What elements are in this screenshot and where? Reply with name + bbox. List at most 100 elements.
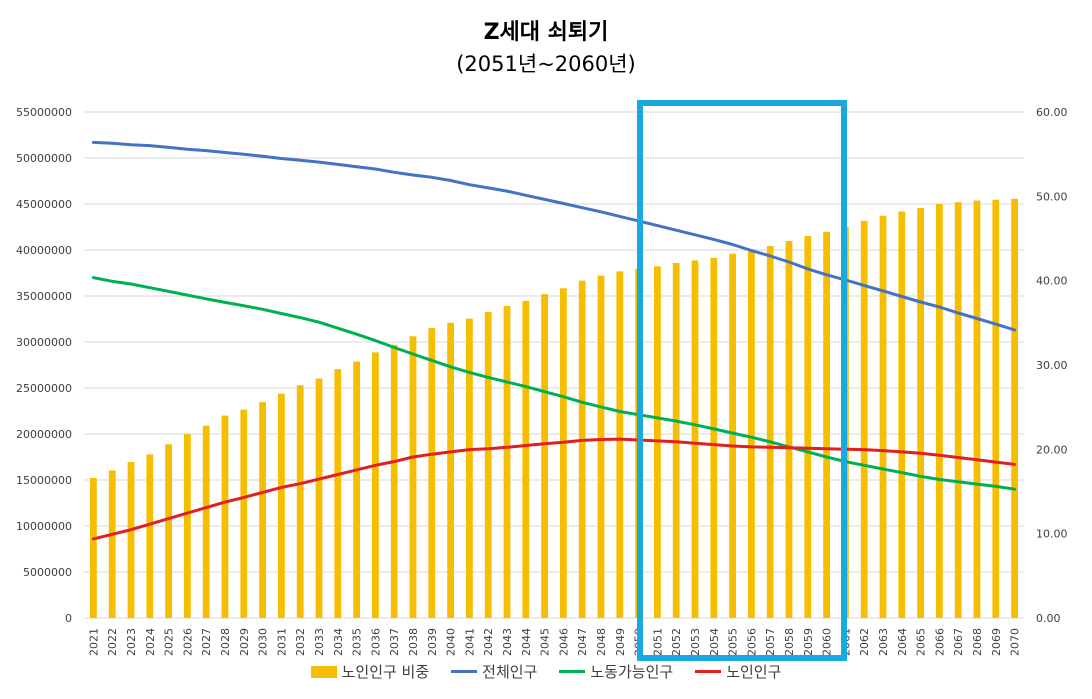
bar bbox=[334, 369, 342, 618]
x-axis-tick-label: 2032 bbox=[294, 628, 307, 656]
bar bbox=[936, 203, 943, 618]
right-axis-tick-label: 20.00 bbox=[1036, 443, 1068, 456]
left-axis-tick-label: 0 bbox=[65, 612, 72, 625]
legend-label: 노인인구 비중 bbox=[341, 663, 430, 681]
x-axis-tick-label: 2041 bbox=[463, 628, 476, 656]
x-axis-tick-label: 2057 bbox=[764, 628, 777, 656]
bar bbox=[1011, 198, 1018, 618]
bar bbox=[278, 393, 285, 618]
x-axis-tick-label: 2023 bbox=[125, 628, 138, 656]
right-axis-tick-label: 30.00 bbox=[1036, 359, 1068, 372]
x-axis-tick-label: 2067 bbox=[952, 628, 965, 656]
x-axis-tick-label: 2040 bbox=[445, 628, 458, 656]
x-axis-tick-label: 2060 bbox=[821, 628, 834, 656]
x-axis-tick-label: 2070 bbox=[1009, 628, 1022, 656]
left-axis-tick-label: 30000000 bbox=[16, 336, 72, 349]
x-axis-tick-label: 2069 bbox=[990, 628, 1003, 656]
bar bbox=[484, 311, 492, 618]
left-axis-tick-label: 50000000 bbox=[16, 152, 72, 165]
x-axis-tick-label: 2064 bbox=[896, 628, 909, 656]
x-axis-tick-label: 2038 bbox=[407, 628, 420, 656]
bar bbox=[898, 211, 906, 618]
bar-series bbox=[90, 198, 1018, 619]
bar bbox=[466, 318, 473, 618]
bar bbox=[372, 352, 379, 618]
bar bbox=[240, 409, 248, 618]
x-axis-tick-label: 2055 bbox=[727, 628, 740, 656]
bar bbox=[785, 241, 793, 618]
bar bbox=[221, 415, 229, 618]
bar bbox=[522, 300, 530, 618]
bar bbox=[541, 294, 548, 618]
x-axis-tick-label: 2062 bbox=[858, 628, 871, 656]
x-axis-tick-label: 2029 bbox=[238, 628, 251, 656]
right-axis-tick-label: 0.00 bbox=[1036, 612, 1061, 625]
left-axis-tick-label: 10000000 bbox=[16, 520, 72, 533]
x-axis-tick-label: 2053 bbox=[689, 628, 702, 656]
x-axis-tick-label: 2056 bbox=[745, 628, 758, 656]
bar bbox=[165, 444, 172, 618]
left-axis-tick-label: 35000000 bbox=[16, 290, 72, 303]
highlight-box-group bbox=[637, 100, 847, 661]
left-axis-tick-label: 25000000 bbox=[16, 382, 72, 395]
legend-label: 전체인구 bbox=[482, 663, 538, 681]
x-axis-tick-label: 2054 bbox=[708, 628, 721, 656]
bar bbox=[560, 288, 567, 618]
left-axis-tick-label: 5000000 bbox=[23, 566, 72, 579]
bar bbox=[409, 336, 417, 618]
left-axis-tick-label: 15000000 bbox=[16, 474, 72, 487]
bar bbox=[184, 434, 191, 618]
bar bbox=[353, 361, 360, 618]
bar bbox=[917, 208, 924, 618]
bar bbox=[108, 470, 116, 618]
bar bbox=[973, 200, 981, 619]
left-axis-tick-label: 45000000 bbox=[16, 198, 72, 211]
x-axis-tick-label: 2049 bbox=[614, 628, 627, 656]
bar bbox=[766, 246, 774, 618]
legend-swatch bbox=[559, 670, 586, 673]
legend-item-total: 전체인구 bbox=[451, 661, 537, 682]
x-axis-tick-label: 2047 bbox=[576, 628, 589, 656]
bar bbox=[823, 231, 830, 618]
bar bbox=[146, 454, 154, 618]
x-axis-tick-label: 2030 bbox=[257, 628, 270, 656]
right-axis-tick-label: 40.00 bbox=[1036, 275, 1068, 288]
bar bbox=[503, 305, 511, 618]
highlight-box bbox=[637, 100, 847, 661]
x-axis-tick-label: 2046 bbox=[557, 628, 570, 656]
bar bbox=[428, 327, 436, 618]
bar bbox=[691, 260, 699, 618]
x-axis-tick-label: 2052 bbox=[670, 628, 683, 656]
series-line bbox=[91, 276, 1017, 491]
legend-swatch bbox=[451, 670, 478, 673]
bar bbox=[578, 280, 586, 618]
chart-title: Z세대 쇠퇴기 bbox=[483, 20, 609, 45]
bar bbox=[202, 425, 210, 618]
legend-item-elderly: 노인인구 bbox=[695, 661, 781, 682]
bar bbox=[259, 402, 266, 618]
x-axis-tick-label: 2058 bbox=[783, 628, 796, 656]
right-axis-tick-label: 10.00 bbox=[1036, 528, 1068, 541]
x-axis-tick-label: 2033 bbox=[313, 628, 326, 656]
right-axis-tick-label: 60.00 bbox=[1036, 106, 1068, 119]
left-axis-tick-label: 55000000 bbox=[16, 106, 72, 119]
x-axis-tick-label: 2048 bbox=[595, 628, 608, 656]
legend-item-bar: 노인인구 비중 bbox=[310, 661, 430, 682]
x-axis-tick-label: 2065 bbox=[915, 628, 928, 656]
bar bbox=[860, 220, 868, 619]
left-axis-tick-label: 40000000 bbox=[16, 244, 72, 257]
bar bbox=[390, 344, 398, 618]
bar bbox=[804, 235, 812, 618]
legend-swatch bbox=[310, 665, 337, 678]
bar bbox=[447, 322, 454, 618]
x-axis-tick-label: 2063 bbox=[877, 628, 890, 656]
series-line bbox=[91, 437, 1017, 541]
bar bbox=[127, 461, 135, 618]
x-axis-tick-label: 2066 bbox=[933, 628, 946, 656]
legend-item-working: 노동가능인구 bbox=[559, 661, 673, 682]
x-axis-tick-label: 2044 bbox=[520, 628, 533, 656]
x-axis-tick-label: 2037 bbox=[388, 628, 401, 656]
legend-label: 노인인구 bbox=[726, 663, 782, 681]
x-axis-tick-label: 2024 bbox=[144, 628, 157, 656]
x-axis-tick-label: 2027 bbox=[200, 628, 213, 656]
